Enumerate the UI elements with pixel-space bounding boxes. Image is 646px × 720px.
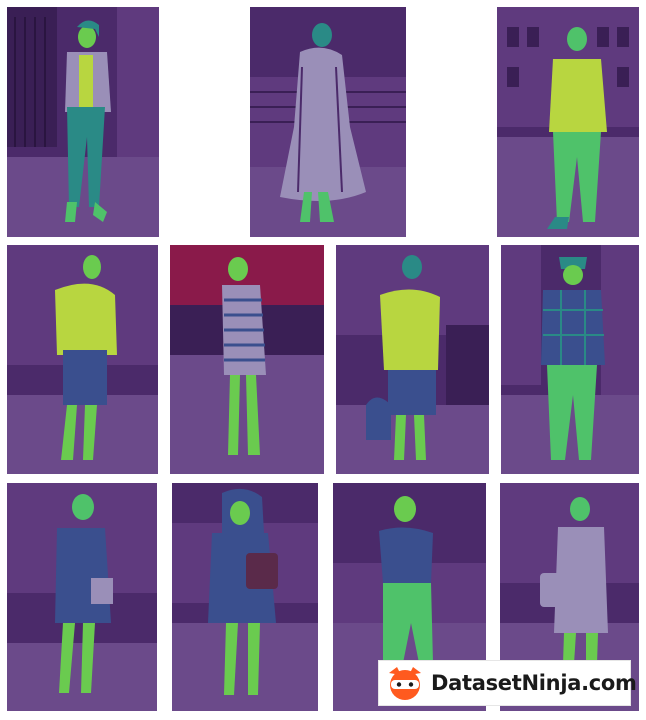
segmentation-image <box>250 7 406 237</box>
segmentation-image <box>501 245 639 474</box>
brand-text: DatasetNinja.com <box>431 671 637 695</box>
tile-row3-1 <box>7 483 157 711</box>
brand-banner: DatasetNinja.com <box>378 660 637 706</box>
segmentation-image <box>497 7 639 237</box>
segmentation-image <box>7 7 159 237</box>
tile-row2-1 <box>7 245 158 474</box>
tile-row3-2 <box>172 483 318 711</box>
segmentation-image <box>170 245 324 474</box>
tile-row1-right <box>497 7 639 237</box>
segmentation-image <box>172 483 318 711</box>
tile-row1-left <box>7 7 159 237</box>
tile-row2-3 <box>336 245 489 474</box>
ninja-logo-icon <box>385 663 425 703</box>
segmentation-image <box>7 245 158 474</box>
tile-row2-4 <box>501 245 639 474</box>
tile-row2-2 <box>170 245 324 474</box>
tile-row1-center <box>250 7 406 237</box>
segmentation-image <box>7 483 157 711</box>
segmentation-image <box>336 245 489 474</box>
